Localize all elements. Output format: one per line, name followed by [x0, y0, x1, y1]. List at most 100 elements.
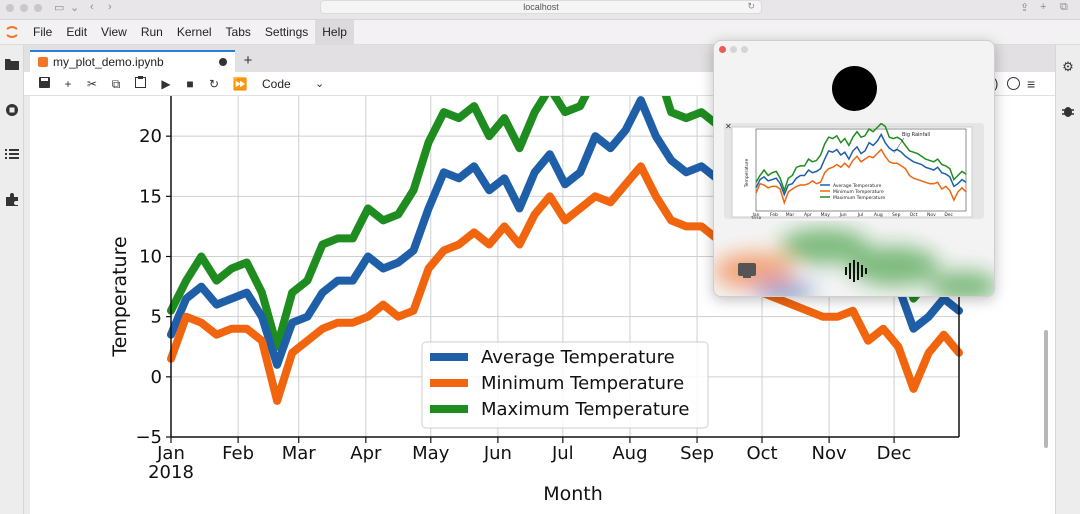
window-minimize-button[interactable]	[20, 4, 28, 12]
y-tick-label: 0	[151, 367, 162, 388]
x-tick-label: Feb	[222, 443, 254, 464]
add-cell-icon[interactable]: +	[64, 77, 72, 91]
property-inspector-icon[interactable]: ⚙	[1062, 59, 1074, 74]
preview-x-tick-label: Dec	[944, 212, 953, 218]
back-icon[interactable]: ‹	[90, 1, 94, 13]
x-tick-label: Oct	[746, 443, 777, 464]
preview-annotation: Big Rainfall	[902, 132, 930, 138]
restart-icon[interactable]: ↻	[208, 77, 220, 91]
monitor-stand	[743, 276, 751, 278]
run-icon[interactable]: ▶	[161, 77, 171, 91]
x-tick-label: Nov	[812, 443, 847, 464]
stop-icon[interactable]: ■	[186, 77, 194, 91]
url-text: localhost	[523, 2, 559, 12]
x-tick-label: Sep	[680, 443, 714, 464]
x-tick-label: Jun	[483, 443, 512, 464]
share-icon[interactable]: ⇪	[1020, 2, 1030, 14]
menu-kernel[interactable]: Kernel	[176, 25, 212, 39]
reload-icon[interactable]: ↻	[747, 1, 755, 11]
menu-view[interactable]: View	[101, 25, 127, 39]
menu-settings[interactable]: Settings	[264, 25, 309, 39]
x-tick-label: 2018	[148, 462, 194, 483]
sidebar-toggle-icon[interactable]: ▭	[54, 2, 65, 14]
series-line-1	[167, 162, 963, 405]
y-tick-label: 10	[139, 247, 162, 268]
monitor-icon[interactable]	[738, 263, 756, 276]
x-tick-label: Apr	[350, 443, 382, 464]
tab-overview-icon[interactable]: ⧉	[1060, 1, 1068, 13]
x-axis-label: Month	[543, 483, 603, 505]
popup-minimize-button[interactable]	[730, 46, 737, 53]
preview-year-label: 2018	[751, 216, 762, 219]
copy-icon[interactable]: ⧉	[111, 77, 121, 91]
notebook-icon	[38, 57, 48, 67]
preview-x-tick-label: Oct	[910, 212, 918, 218]
folder-icon[interactable]	[4, 58, 20, 74]
y-tick-label: −5	[135, 427, 162, 448]
window-zoom-button[interactable]	[34, 4, 42, 12]
paste-icon[interactable]	[132, 76, 148, 92]
y-tick-label: 5	[151, 307, 162, 328]
preview-x-tick-label: Sep	[892, 212, 901, 218]
x-tick-label: Dec	[877, 443, 912, 464]
preview-close-icon: ✕	[725, 123, 732, 131]
unsaved-indicator-icon[interactable]	[219, 58, 227, 66]
preview-x-tick-label: Nov	[927, 212, 936, 218]
y-tick-label: 20	[139, 126, 162, 147]
vertical-scrollbar[interactable]	[1044, 330, 1048, 448]
y-tick-label: 15	[139, 186, 162, 207]
chevron-down-icon[interactable]: ⌄	[315, 78, 325, 90]
kernel-status-icon	[1007, 77, 1020, 90]
x-tick-label: Jan	[156, 443, 185, 464]
menu-help[interactable]: Help	[315, 20, 354, 45]
cell-type-select[interactable]: Code	[262, 77, 291, 91]
running-icon[interactable]	[4, 103, 20, 119]
preview-legend-label: Minimum Temperature	[833, 189, 884, 195]
toc-icon[interactable]	[4, 148, 20, 164]
window-close-button[interactable]	[6, 4, 14, 12]
blurred-background	[714, 228, 994, 296]
preview-series-line	[755, 132, 967, 197]
debugger-icon[interactable]	[1060, 104, 1076, 120]
menu-file[interactable]: File	[33, 25, 53, 39]
legend-label: Minimum Temperature	[481, 373, 684, 394]
menu-edit[interactable]: Edit	[66, 25, 88, 39]
extension-icon[interactable]	[4, 193, 20, 209]
screen-preview: ✕ Big Rainfall Temperature Average Temperat…	[724, 123, 984, 219]
screen-share-popup: ✕ Big Rainfall Temperature Average Temperat…	[713, 40, 995, 297]
right-sidebar: ⚙	[1055, 45, 1080, 514]
preview-series-line	[755, 148, 967, 206]
preview-x-tick-label: Jul	[857, 212, 863, 218]
preview-legend-label: Maximum Temperature	[833, 195, 885, 201]
x-tick-label: Aug	[612, 443, 647, 464]
menu-bar: File Edit View Run Kernel Tabs Settings …	[0, 20, 1080, 45]
save-icon[interactable]	[36, 76, 52, 92]
left-sidebar	[0, 45, 24, 514]
menu-tabs[interactable]: Tabs	[225, 25, 251, 39]
preview-annotation-arrow	[893, 137, 905, 154]
preview-legend-label: Average Temperature	[833, 183, 882, 189]
url-bar[interactable]: localhost ↻	[320, 0, 762, 14]
run-all-icon[interactable]: ⏩	[232, 77, 248, 91]
new-launcher-button[interactable]: +	[243, 52, 253, 69]
notebook-tab[interactable]: my_plot_demo.ipynb	[30, 50, 235, 72]
legend-box	[421, 341, 709, 429]
preview-x-tick-label: Jun	[839, 212, 847, 218]
chevron-down-icon[interactable]: ⌄	[70, 2, 80, 14]
preview-x-tick-label: Jan	[752, 212, 760, 218]
new-tab-icon[interactable]: +	[1040, 1, 1047, 13]
popup-close-button[interactable]	[719, 46, 726, 53]
y-axis-label: Temperature	[109, 236, 131, 357]
avatar	[832, 66, 877, 111]
preview-series-line	[755, 123, 967, 193]
preview-x-tick-label: Apr	[804, 212, 812, 218]
preview-chart: ✕ Big Rainfall Temperature Average Temperat…	[725, 123, 973, 219]
menu-run[interactable]: Run	[140, 25, 163, 39]
x-tick-label: Mar	[282, 443, 317, 464]
forward-icon[interactable]: ›	[108, 1, 112, 13]
audio-wave-icon[interactable]	[844, 260, 868, 282]
popup-zoom-button[interactable]	[741, 46, 748, 53]
cut-icon[interactable]: ✂	[86, 77, 98, 91]
menu-icon[interactable]: ≡	[1027, 76, 1036, 92]
